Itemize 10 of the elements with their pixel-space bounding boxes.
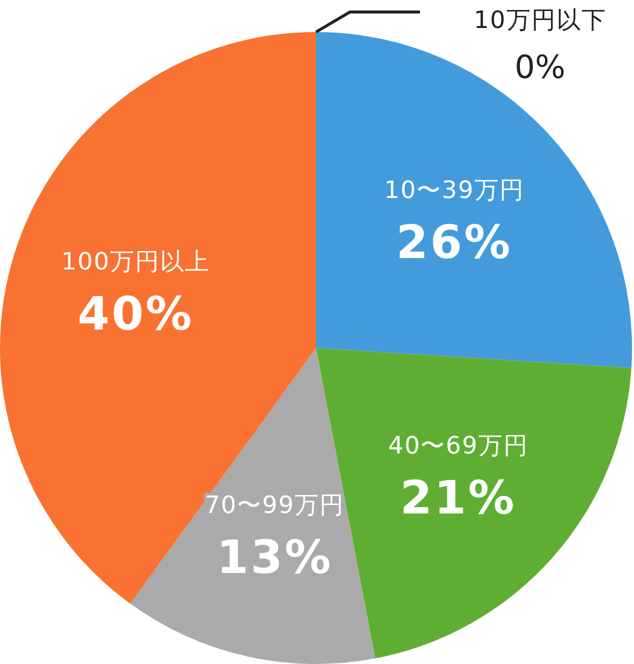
data-label: 21%: [400, 470, 516, 524]
text: 0%: [514, 48, 566, 86]
data-label: 40%: [78, 286, 194, 340]
slice-label: 10〜39万円: [384, 176, 524, 204]
data-label: 26%: [396, 215, 512, 270]
slice-label: 40〜69万円: [388, 431, 528, 460]
legend-label: 10万円以下: [474, 6, 606, 34]
slice-label: 70〜99万円: [204, 491, 345, 520]
data-label: 13%: [216, 530, 333, 584]
slice-label: 100万円以上: [61, 247, 210, 276]
